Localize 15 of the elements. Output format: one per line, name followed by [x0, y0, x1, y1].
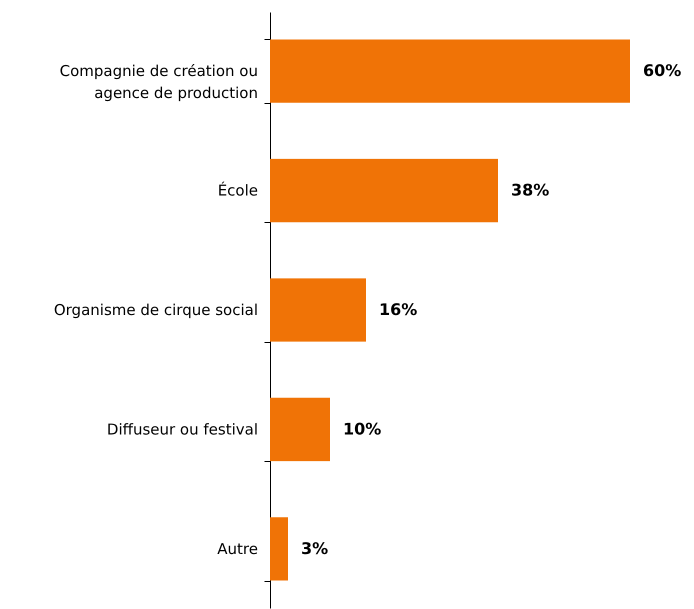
data-label: 38% — [511, 180, 550, 200]
bar — [270, 517, 288, 581]
y-tick-label: Diffuseur ou festival — [106, 420, 258, 438]
bar — [270, 278, 366, 342]
data-label: 16% — [379, 300, 418, 319]
bar — [270, 398, 330, 462]
bar — [270, 158, 498, 222]
y-tick-label: École — [218, 182, 258, 200]
bar — [270, 39, 630, 103]
y-tick-label: Organisme de cirque social — [54, 301, 258, 319]
data-label: 60% — [643, 61, 682, 80]
data-label: 10% — [343, 419, 382, 438]
data-label: 3% — [301, 538, 328, 558]
y-tick-label: Autre — [217, 540, 258, 558]
y-tick-label: Compagnie de création ou agence de production — [60, 62, 258, 102]
